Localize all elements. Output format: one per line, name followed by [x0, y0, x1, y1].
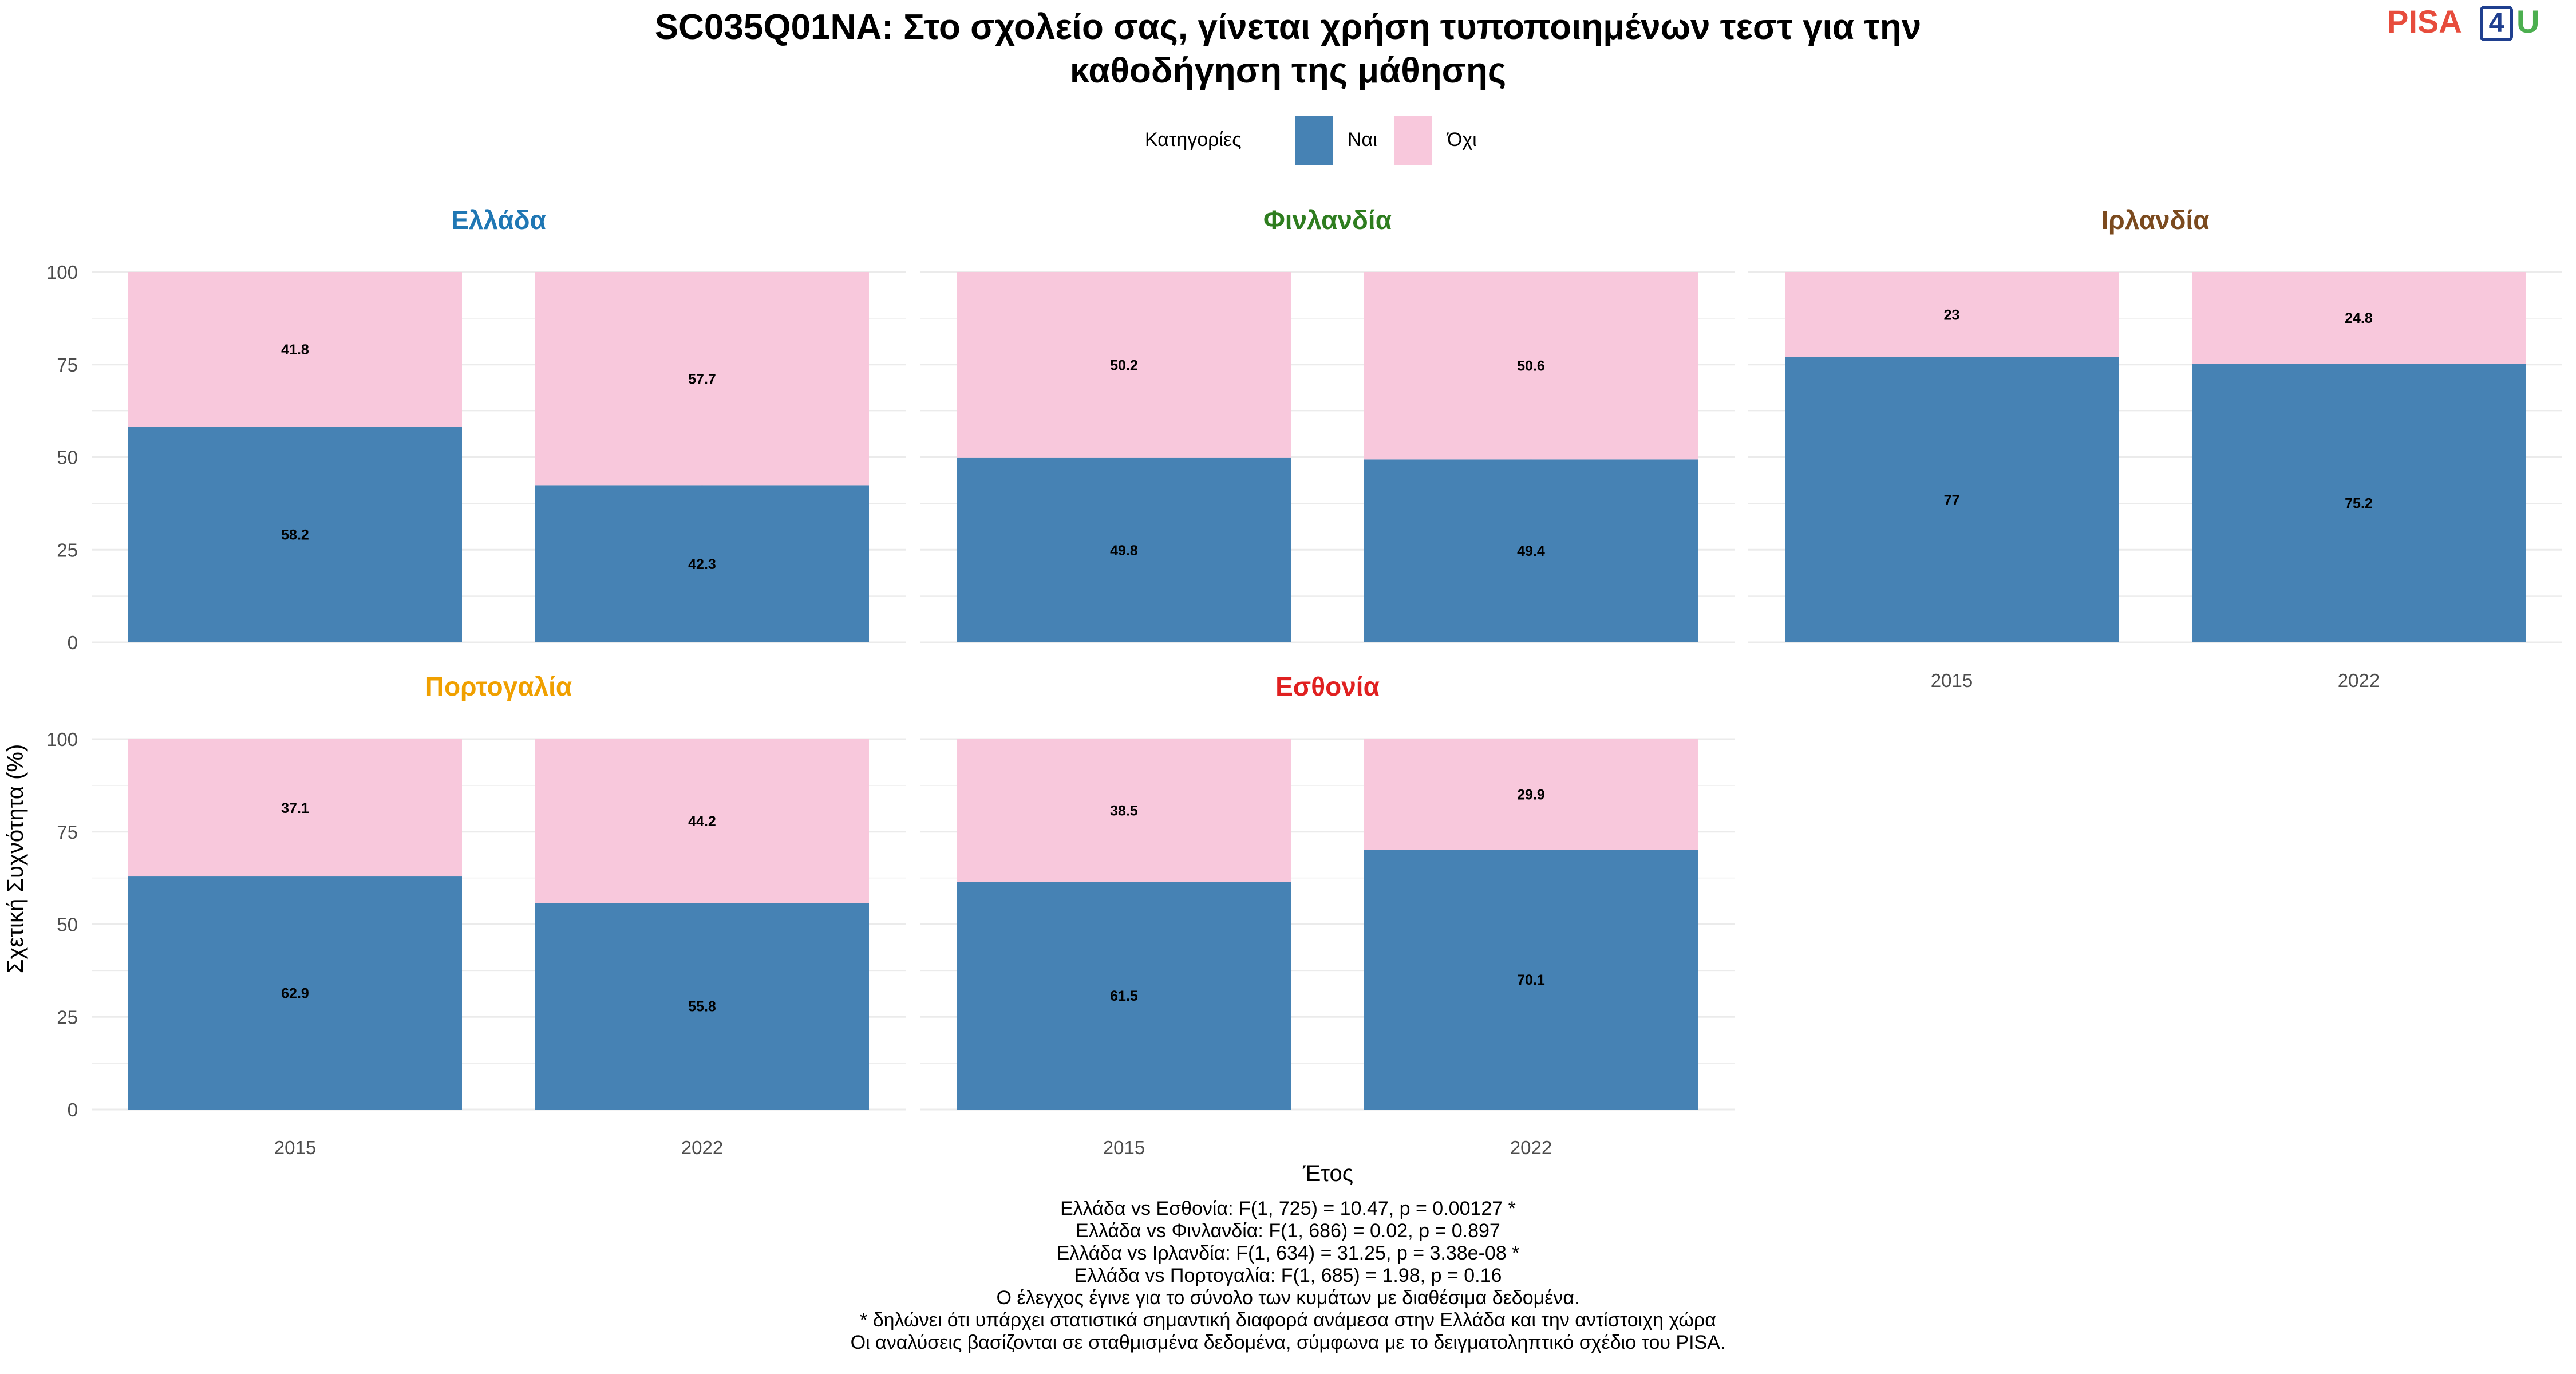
legend-key-no [1394, 116, 1432, 165]
y-tick-label: 100 [46, 262, 78, 283]
data-label: 50.2 [1110, 357, 1138, 373]
logo-pisa-text: PISA [2387, 3, 2462, 40]
data-label: 58.2 [281, 527, 309, 543]
legend-label-no: Όχι [1447, 129, 1477, 151]
bar-no-2015 [128, 739, 462, 877]
y-tick-label: 25 [57, 1006, 78, 1028]
data-label: 29.9 [1517, 787, 1545, 803]
y-tick-label: 75 [57, 354, 78, 376]
y-tick-label: 75 [57, 822, 78, 843]
legend-label-yes: Ναι [1348, 129, 1377, 151]
y-tick-label: 25 [57, 539, 78, 560]
data-label: 75.2 [2345, 496, 2373, 512]
bar-no-2022 [535, 272, 869, 486]
x-tick-label: 2022 [1510, 1137, 1552, 1158]
bar-yes-2015 [1785, 357, 2119, 642]
chart-title-line-1: SC035Q01NA: Στο σχολείο σας, γίνεται χρή… [654, 7, 1922, 47]
data-label: 61.5 [1110, 988, 1138, 1004]
data-label: 62.9 [281, 986, 309, 1002]
bar-no-2015 [1785, 272, 2119, 357]
data-label: 42.3 [688, 556, 716, 572]
footnote-4: Ελλάδα vs Πορτογαλία: F(1, 685) = 1.98, … [1074, 1265, 1502, 1286]
chart-title: SC035Q01NA: Στο σχολείο σας, γίνεται χρή… [0, 6, 2576, 93]
bar-yes-2022 [535, 485, 869, 642]
footnote-1: Ελλάδα vs Εσθονία: F(1, 725) = 10.47, p … [1060, 1198, 1516, 1219]
panel-title: Φινλανδία [1263, 205, 1392, 235]
panel-1: Ελλάδα 58.2 41.8 42.3 57.7 0 25 50 75 100 [46, 205, 906, 653]
data-label: 57.7 [688, 372, 716, 388]
y-tick-label: 100 [46, 729, 78, 750]
data-label: 23 [1944, 307, 1960, 323]
legend-title: Κατηγορίες [1145, 129, 1242, 151]
x-tick-label: 2022 [2338, 670, 2380, 691]
panel-2: Φινλανδία 49.8 50.2 49.4 50.6 [920, 205, 1735, 643]
bar-yes-2015 [957, 457, 1291, 642]
footnote-5: Ο έλεγχος έγινε για το σύνολο των κυμάτω… [996, 1287, 1580, 1309]
data-label: 44.2 [688, 814, 716, 830]
bar-no-2022 [535, 739, 869, 903]
bar-no-2015 [957, 272, 1291, 458]
data-label: 77 [1944, 492, 1960, 508]
footnote-6: * δηλώνει ότι υπάρχει στατιστικά σημαντι… [860, 1309, 1716, 1331]
panel-title: Ελλάδα [451, 205, 546, 235]
legend-key-yes [1295, 116, 1333, 165]
bar-yes-2022 [1364, 850, 1698, 1110]
bar-yes-2015 [128, 427, 462, 642]
panel-3: Ιρλανδία 77 23 75.2 24.8 2015 2022 [1748, 205, 2562, 691]
bar-no-2022 [2192, 272, 2526, 364]
panel-5: Εσθονία 61.5 38.5 70.1 29.9 2015 2022 [920, 672, 1735, 1158]
chart-title-line-2: καθοδήγηση της μάθησης [1069, 51, 1507, 90]
data-label: 37.1 [281, 800, 309, 816]
x-tick-label: 2015 [274, 1137, 316, 1158]
logo-number: 4 [2480, 6, 2513, 41]
footnote-3: Ελλάδα vs Ιρλανδία: F(1, 634) = 31.25, p… [1056, 1242, 1520, 1264]
pisa4u-logo: PISA 4 U [2387, 3, 2576, 41]
data-label: 49.4 [1517, 543, 1545, 559]
x-axis-title: Έτος [1302, 1161, 1354, 1186]
x-tick-label: 2015 [1103, 1137, 1145, 1158]
footnote-7: Οι αναλύσεις βασίζονται σε σταθμισμένα δ… [850, 1332, 1726, 1353]
data-label: 50.6 [1517, 358, 1545, 374]
y-tick-label: 0 [68, 632, 78, 653]
panel-title: Εσθονία [1275, 672, 1380, 701]
data-label: 38.5 [1110, 803, 1138, 819]
y-tick-label: 50 [57, 447, 78, 468]
bar-yes-2022 [1364, 459, 1698, 642]
y-axis-title: Σχετική Συχνότητα (%) [3, 744, 28, 974]
data-label: 55.8 [688, 998, 716, 1014]
bar-yes-2015 [957, 882, 1291, 1110]
y-tick-label: 0 [68, 1099, 78, 1120]
data-label: 41.8 [281, 342, 309, 358]
data-label: 49.8 [1110, 543, 1138, 559]
footnote-2: Ελλάδα vs Φινλανδία: F(1, 686) = 0.02, p… [1076, 1220, 1500, 1242]
footnotes: Ελλάδα vs Εσθονία: F(1, 725) = 10.47, p … [0, 1198, 2576, 1354]
bar-no-2022 [1364, 739, 1698, 850]
bar-no-2022 [1364, 272, 1698, 460]
panel-4: Πορτογαλία 62.9 37.1 55.8 44.2 0 25 50 75 100 2015… [46, 672, 906, 1158]
bar-yes-2015 [128, 876, 462, 1110]
x-tick-label: 2022 [681, 1137, 723, 1158]
bar-yes-2022 [535, 902, 869, 1110]
data-label: 24.8 [2345, 310, 2373, 326]
x-tick-label: 2015 [1931, 670, 1973, 691]
panel-title: Πορτογαλία [425, 672, 572, 701]
bar-yes-2022 [2192, 364, 2526, 642]
y-tick-label: 50 [57, 914, 78, 935]
y-axis-title-text: Σχετική Συχνότητα (%) [3, 744, 28, 974]
logo-u-text: U [2516, 3, 2540, 40]
bar-no-2015 [957, 739, 1291, 882]
data-label: 70.1 [1517, 972, 1545, 988]
panel-title: Ιρλανδία [2101, 205, 2209, 235]
bar-no-2015 [128, 272, 462, 427]
